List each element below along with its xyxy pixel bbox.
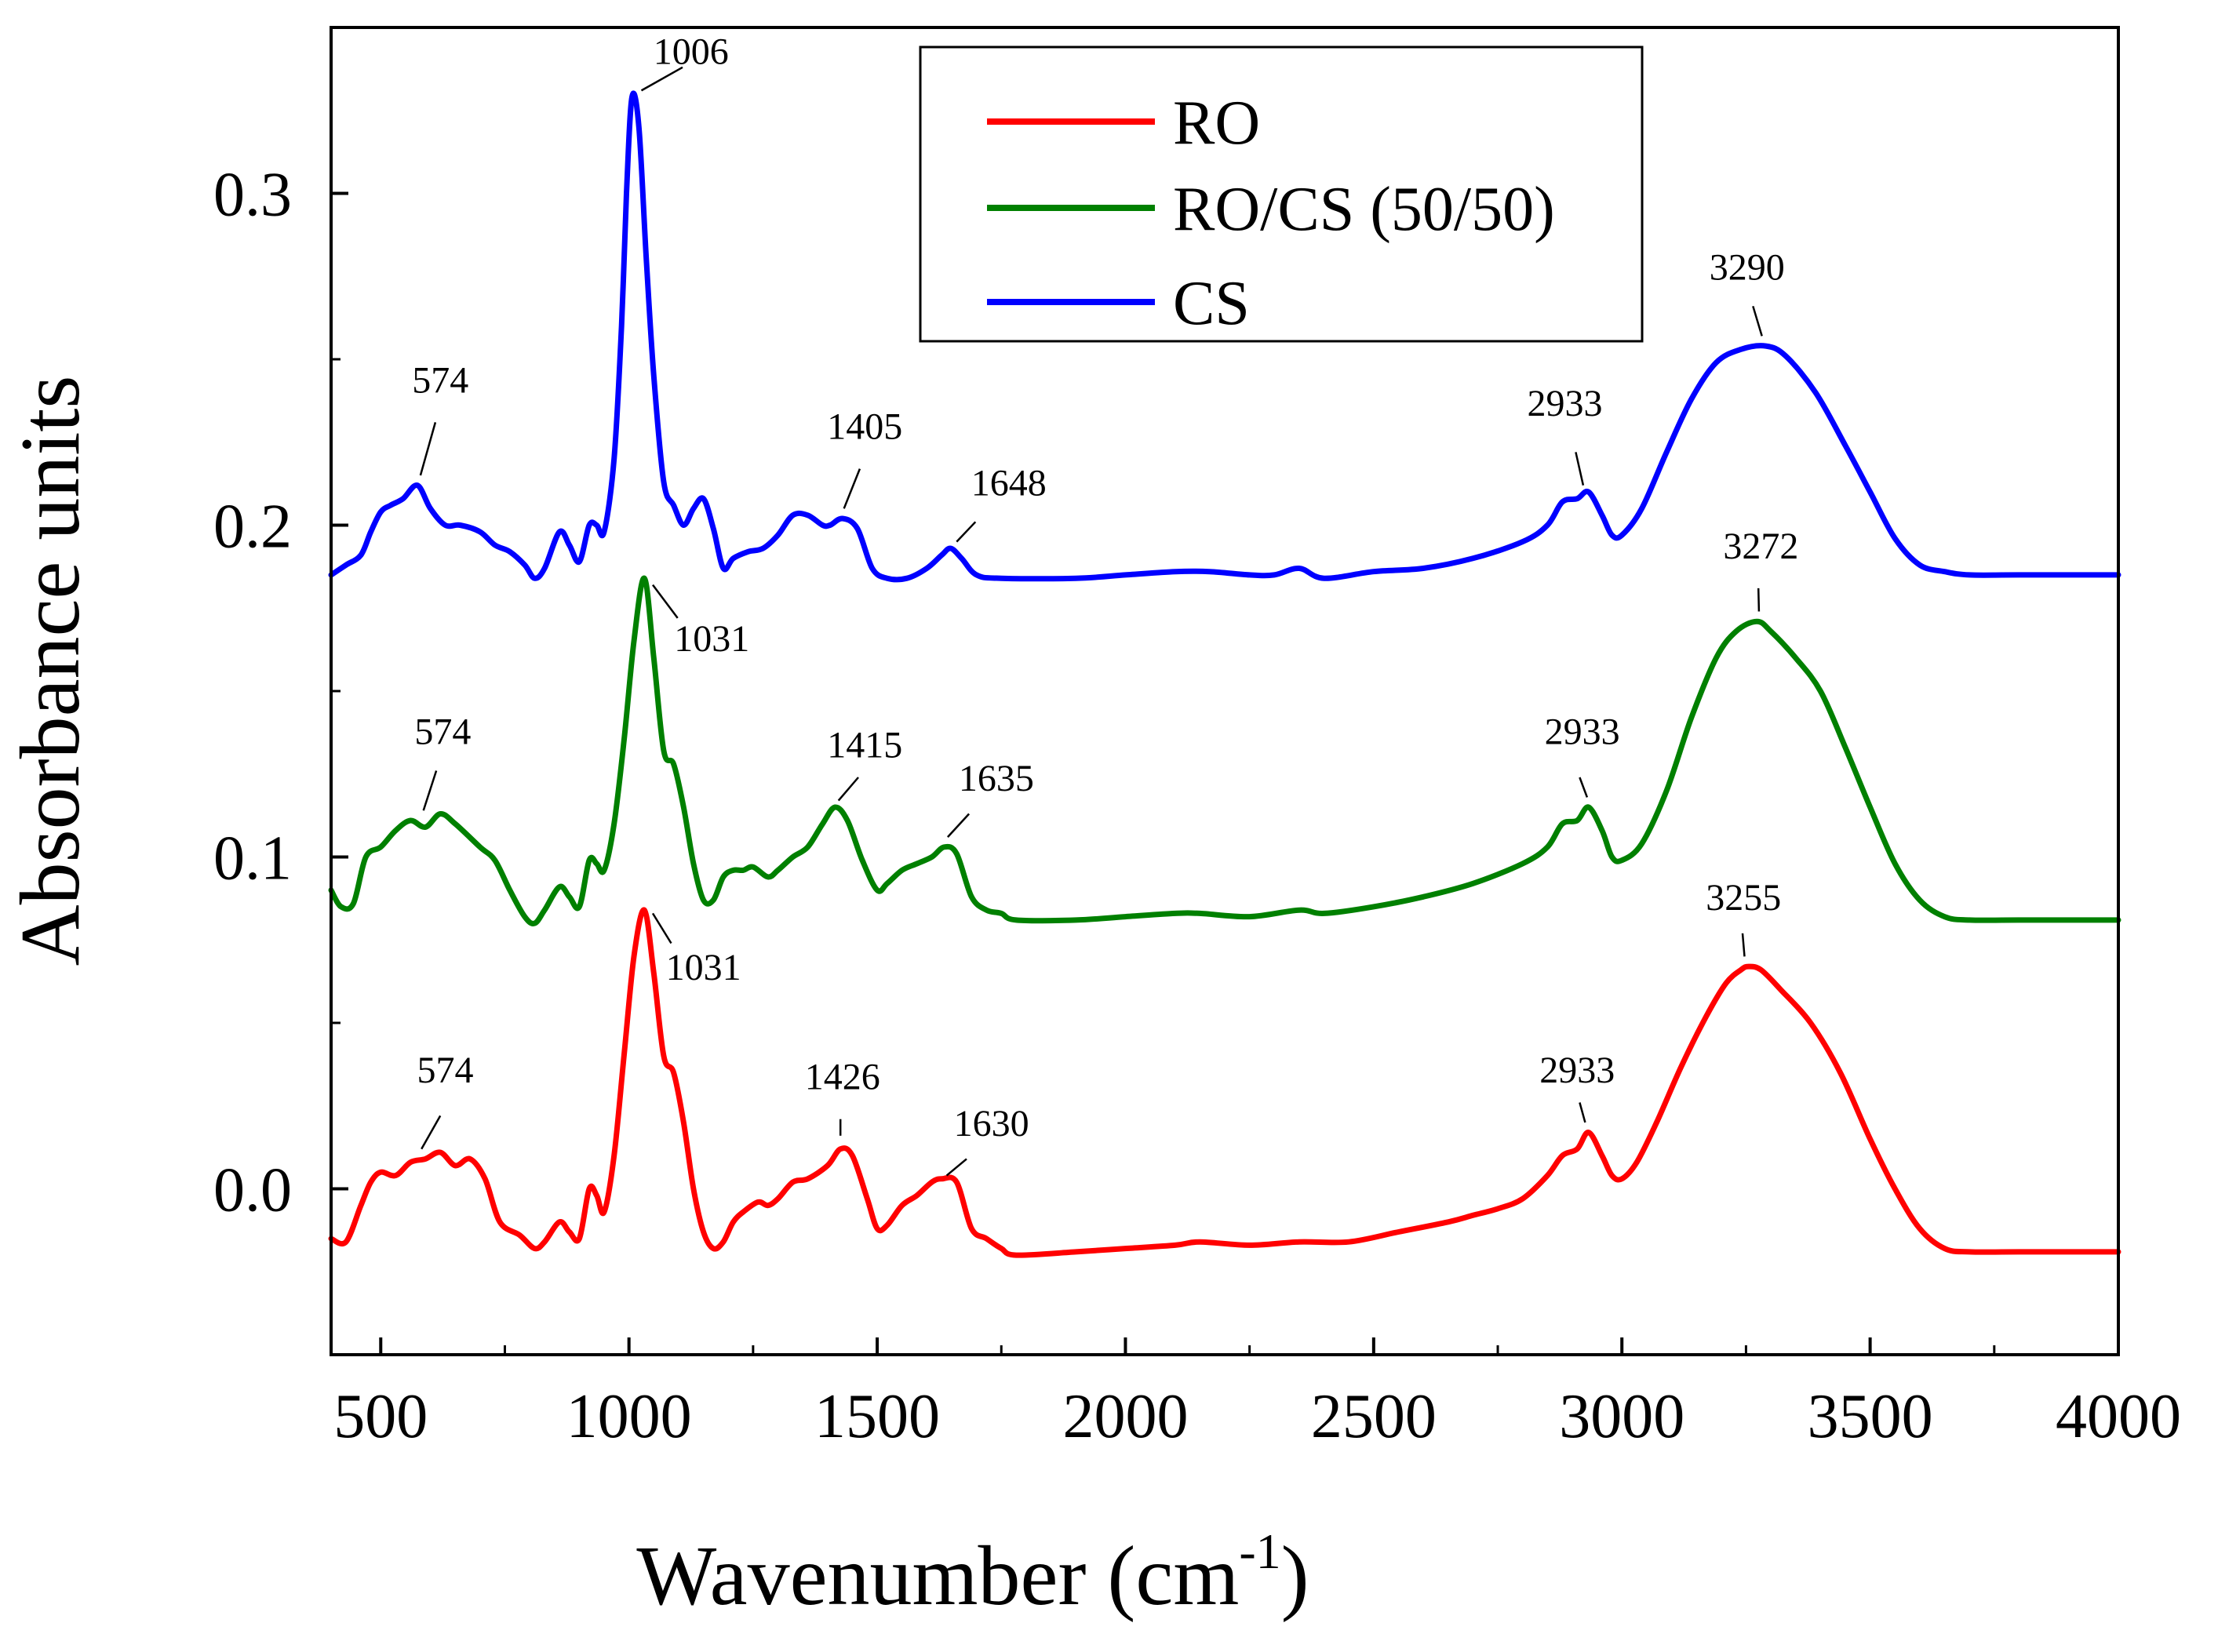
y-axis-title: Absorbance units <box>4 376 97 966</box>
peak-label-ro-cs-50-50-574: 574 <box>414 711 471 753</box>
peak-leader-ro-cs-50-50-3272 <box>1757 588 1761 612</box>
series-layer <box>328 90 2121 1258</box>
peak-label-ro-cs-50-50-1031: 1031 <box>674 618 749 660</box>
series-line-ro-cs-50-50 <box>328 575 2121 926</box>
annotation-layer: 1006 574 1405 1648 2933 3290 1031 574 1415 1635 29… <box>412 31 1798 1177</box>
x-tick-label: 4000 <box>2056 1382 2181 1451</box>
peak-leader-cs-2933 <box>1575 452 1585 486</box>
peak-leader-ro-2933 <box>1579 1102 1586 1123</box>
peak-leader-ro-1031 <box>651 912 672 944</box>
peak-label-cs-2933: 2933 <box>1528 383 1603 424</box>
peak-leader-ro-cs-50-50-1031 <box>651 584 679 619</box>
peak-leader-ro-cs-50-50-1635 <box>946 813 971 838</box>
series-line-cs <box>328 90 2121 583</box>
y-tick-label: 0.2 <box>213 493 292 562</box>
peak-leader-cs-1648 <box>956 521 977 543</box>
legend-label-ro-cs: RO/CS (50/50) <box>1173 175 1555 244</box>
peak-leader-ro-cs-50-50-574 <box>422 770 438 811</box>
peak-label-ro-3255: 3255 <box>1706 877 1781 919</box>
peak-label-cs-1405: 1405 <box>827 406 902 448</box>
peak-label-ro-cs-50-50-2933: 2933 <box>1545 711 1620 753</box>
peak-label-ro-cs-50-50-3272: 3272 <box>1723 526 1798 567</box>
peak-label-ro-1426: 1426 <box>805 1057 880 1098</box>
peak-leader-cs-574 <box>419 422 437 476</box>
peak-label-cs-1648: 1648 <box>971 462 1047 504</box>
x-tick-label: 1500 <box>814 1382 940 1451</box>
peak-label-cs-574: 574 <box>412 359 468 401</box>
x-axis-title: Wavenumber (cm-1) <box>636 1523 1309 1623</box>
peak-label-ro-cs-50-50-1635: 1635 <box>959 758 1034 799</box>
legend-label-cs: CS <box>1173 269 1250 338</box>
peak-leader-cs-3290 <box>1752 305 1763 337</box>
x-tick-label: 3000 <box>1559 1382 1684 1451</box>
legend-label-ro: RO <box>1173 89 1260 158</box>
y-tick-label: 0.3 <box>213 161 292 230</box>
legend-frame <box>919 45 1644 343</box>
peak-leader-ro-1630 <box>945 1158 967 1177</box>
peak-leader-cs-1006 <box>640 66 683 92</box>
peak-label-ro-1031: 1031 <box>666 947 741 988</box>
x-tick-label: 1000 <box>566 1382 692 1451</box>
y-tick-label: 0.0 <box>213 1156 292 1225</box>
x-tick-label: 3500 <box>1808 1382 1933 1451</box>
peak-label-ro-cs-50-50-1415: 1415 <box>827 725 902 766</box>
x-axis-title-exponent: -1 <box>1239 1523 1280 1579</box>
peak-label-ro-1630: 1630 <box>954 1103 1029 1144</box>
peak-leader-cs-1405 <box>843 468 861 509</box>
peak-leader-ro-cs-50-50-2933 <box>1579 777 1589 798</box>
x-tick-label: 2000 <box>1062 1382 1188 1451</box>
peak-label-cs-1006: 1006 <box>654 31 729 73</box>
peak-label-ro-574: 574 <box>417 1050 474 1091</box>
x-tick-label: 500 <box>333 1382 428 1451</box>
x-axis-title-close: ) <box>1281 1530 1309 1623</box>
peak-label-cs-3290: 3290 <box>1710 247 1785 289</box>
legend: RO RO/CS (50/50) CS <box>919 45 1644 343</box>
y-tick-label: 0.1 <box>213 824 292 893</box>
peak-leader-ro-3255 <box>1741 933 1746 957</box>
x-tick-label: 2500 <box>1311 1382 1437 1451</box>
peak-leader-ro-cs-50-50-1415 <box>837 777 859 802</box>
peak-label-ro-2933: 2933 <box>1539 1050 1615 1091</box>
peak-leader-ro-574 <box>421 1115 442 1150</box>
x-axis-title-main: Wavenumber (cm <box>636 1530 1239 1623</box>
axes-layer: 500 1000 1500 2000 2500 3000 3500 4000 0.0 0.1 0.2… <box>213 26 2181 1451</box>
series-line-ro <box>328 907 2121 1258</box>
